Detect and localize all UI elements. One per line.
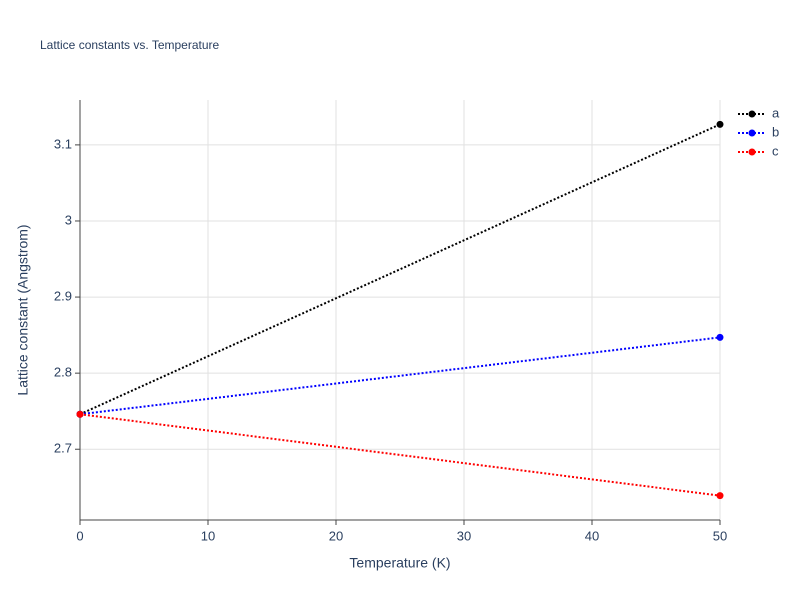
x-tick-label: 40 bbox=[585, 528, 599, 543]
y-tick-label: 3.1 bbox=[54, 136, 72, 151]
y-tick-label: 2.9 bbox=[54, 289, 72, 304]
data-point bbox=[76, 410, 84, 418]
x-tick-label: 0 bbox=[76, 528, 83, 543]
y-tick-label: 2.7 bbox=[54, 441, 72, 456]
chart-title: Lattice constants vs. Temperature bbox=[40, 38, 220, 52]
y-axis-title: Lattice constant (Angstrom) bbox=[15, 224, 31, 395]
legend-label: b bbox=[772, 124, 779, 139]
legend-label: c bbox=[772, 143, 779, 158]
series-line bbox=[79, 336, 721, 416]
x-tick-label: 30 bbox=[457, 528, 471, 543]
x-tick-label: 20 bbox=[329, 528, 343, 543]
y-tick-label: 2.8 bbox=[54, 365, 72, 380]
series-line bbox=[79, 123, 721, 416]
data-point bbox=[716, 492, 724, 500]
legend-marker bbox=[748, 148, 756, 156]
x-tick-label: 50 bbox=[713, 528, 727, 543]
x-axis-title: Temperature (K) bbox=[349, 555, 450, 571]
legend-label: a bbox=[772, 105, 780, 120]
series-line bbox=[79, 413, 721, 497]
data-point bbox=[716, 333, 724, 341]
data-point bbox=[716, 120, 724, 128]
y-tick-label: 3 bbox=[65, 212, 72, 227]
x-tick-label: 10 bbox=[201, 528, 215, 543]
legend-marker bbox=[748, 129, 756, 137]
legend-marker bbox=[748, 110, 756, 118]
